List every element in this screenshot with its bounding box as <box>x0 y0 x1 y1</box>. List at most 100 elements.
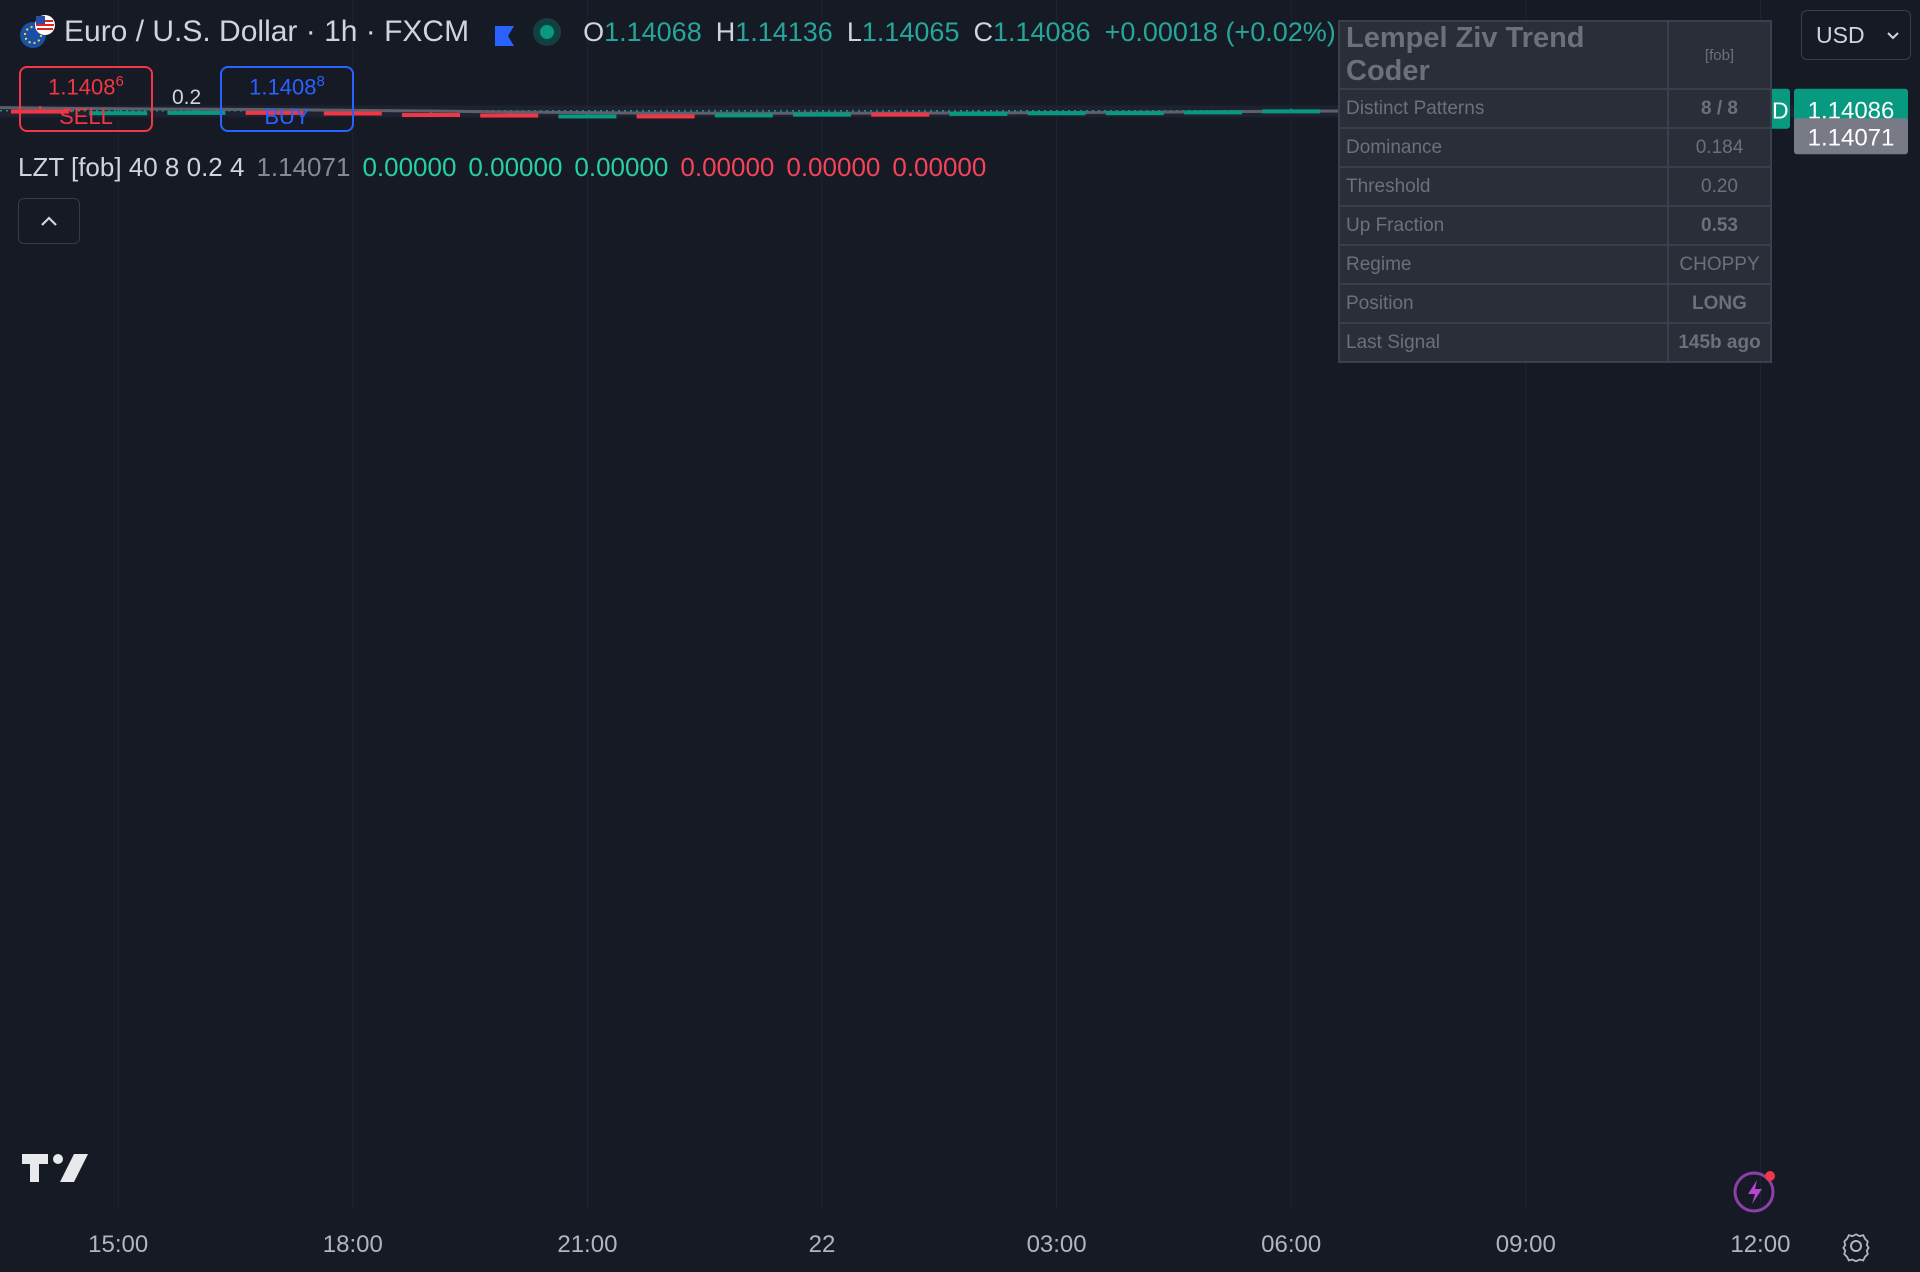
chevron-down-icon <box>1887 32 1899 40</box>
candle <box>558 113 617 119</box>
candle <box>1105 110 1164 116</box>
x-tick-label: 03:00 <box>1027 1231 1087 1258</box>
lzt-info-table: Lempel Ziv Trend Coder [fob] Distinct Pa… <box>1338 20 1772 363</box>
open-label: O <box>583 16 605 47</box>
indicator-up-value: 0.00000 <box>362 152 457 182</box>
candle-body <box>636 114 695 119</box>
spread-value: 0.2 <box>172 86 202 109</box>
buy-price: 1.1408 <box>249 74 317 100</box>
lightning-alert-icon[interactable] <box>1732 1166 1780 1219</box>
open-value: 1.14068 <box>604 16 702 47</box>
candle <box>402 112 460 118</box>
buy-price-pip: 8 <box>316 73 325 91</box>
settings-gear-icon[interactable] <box>1840 1230 1872 1267</box>
table-title: Lempel Ziv Trend Coder <box>1338 20 1669 90</box>
symbol-header: Euro / U.S. Dollar · 1h · FXCM O1.14068 … <box>18 12 1336 52</box>
x-tick-label: 21:00 <box>557 1231 617 1258</box>
ohlc-values: O1.14068 H1.14136 L1.14065 C1.14086 +0.0… <box>583 17 1336 48</box>
candle-body <box>871 112 930 117</box>
row-value-threshold: 0.20 <box>1667 166 1772 207</box>
row-value-position: LONG <box>1667 283 1772 324</box>
ma-tag-text: 1.14071 <box>1808 124 1895 151</box>
candle <box>636 113 695 119</box>
indicator-down-value: 0.00000 <box>892 152 987 182</box>
candle-body <box>1027 111 1086 116</box>
sell-label: SELL <box>59 103 113 129</box>
close-label: C <box>973 16 993 47</box>
candle-body <box>1105 111 1164 116</box>
candle-body <box>793 112 851 117</box>
flag-icon[interactable] <box>493 21 515 46</box>
candle <box>480 112 539 118</box>
candle <box>871 112 930 117</box>
candle-body <box>949 111 1008 116</box>
symbol-title[interactable]: Euro / U.S. Dollar · 1h · FXCM <box>64 15 470 48</box>
currency-selected: USD <box>1816 21 1865 48</box>
market-open-status-icon <box>533 18 562 46</box>
low-value: 1.14065 <box>861 16 960 47</box>
row-key-threshold: Threshold <box>1338 166 1669 207</box>
ma-price-label: 1.14071 <box>1794 118 1908 155</box>
candle <box>949 110 1008 116</box>
table-tag: [fob] <box>1667 20 1772 90</box>
low-label: L <box>846 16 862 47</box>
indicator-down-value: 0.00000 <box>786 152 881 182</box>
row-value-regime: CHOPPY <box>1667 244 1772 285</box>
candle <box>245 110 304 115</box>
eur-usd-flag-icon <box>18 13 56 51</box>
candle-body <box>11 109 69 114</box>
x-tick-label: 18:00 <box>323 1231 383 1258</box>
indicator-up-value: 0.00000 <box>574 152 669 182</box>
row-key-up-fraction: Up Fraction <box>1338 205 1669 246</box>
candle-body <box>245 110 304 115</box>
indicator-name[interactable]: LZT [fob] 40 8 0.2 4 <box>18 152 245 182</box>
candle-body <box>714 113 773 118</box>
row-key-dominance: Dominance <box>1338 127 1669 168</box>
candle-body <box>1184 110 1242 115</box>
row-key-position: Position <box>1338 283 1669 324</box>
candle-body <box>1262 109 1321 114</box>
candle <box>1262 108 1321 114</box>
candle-body <box>89 111 148 116</box>
indicator-legend[interactable]: LZT [fob] 40 8 0.2 4 1.14071 0.00000 0.0… <box>18 152 986 183</box>
x-tick-label: 12:00 <box>1730 1231 1790 1258</box>
row-value-last-signal: 145b ago <box>1667 322 1772 363</box>
change-value: +0.00018 (+0.02%) <box>1104 16 1336 47</box>
row-key-last-signal: Last Signal <box>1338 322 1669 363</box>
sell-button[interactable]: 1.14086 SELL <box>19 66 153 132</box>
indicator-down-value: 0.00000 <box>680 152 775 182</box>
candle <box>11 106 69 114</box>
candle <box>167 109 226 115</box>
row-value-distinct-patterns: 8 / 8 <box>1667 88 1772 129</box>
candle <box>89 109 148 116</box>
candle-body <box>402 113 460 118</box>
candle-body <box>558 114 617 119</box>
chevron-up-icon <box>41 216 57 226</box>
ma-tag-bg <box>1794 118 1908 155</box>
close-value: 1.14086 <box>992 16 1091 47</box>
row-value-up-fraction: 0.53 <box>1667 205 1772 246</box>
x-tick-label: 06:00 <box>1261 1231 1321 1258</box>
indicator-ma-value: 1.14071 <box>256 152 351 182</box>
tradingview-logo-icon[interactable] <box>22 1150 88 1191</box>
candle <box>1027 110 1086 116</box>
x-tick-label: 22 <box>809 1231 836 1258</box>
x-tick-label: 15:00 <box>88 1231 148 1258</box>
indicator-up-value: 0.00000 <box>468 152 563 182</box>
buy-button[interactable]: 1.14088 BUY <box>220 66 354 132</box>
buy-label: BUY <box>264 103 310 129</box>
row-key-regime: Regime <box>1338 244 1669 285</box>
currency-select[interactable]: USD <box>1801 10 1911 60</box>
row-value-dominance: 0.184 <box>1667 127 1772 168</box>
candle-body <box>480 113 539 118</box>
high-value: 1.14136 <box>735 16 833 47</box>
x-tick-label: 09:00 <box>1496 1231 1556 1258</box>
candle-body <box>167 110 226 115</box>
collapse-legend-button[interactable] <box>18 198 80 244</box>
candle <box>793 112 851 117</box>
sell-price-pip: 6 <box>115 73 124 91</box>
high-label: H <box>715 16 736 47</box>
sell-price: 1.1408 <box>48 74 116 100</box>
candle <box>1184 110 1242 115</box>
row-key-distinct-patterns: Distinct Patterns <box>1338 88 1669 129</box>
